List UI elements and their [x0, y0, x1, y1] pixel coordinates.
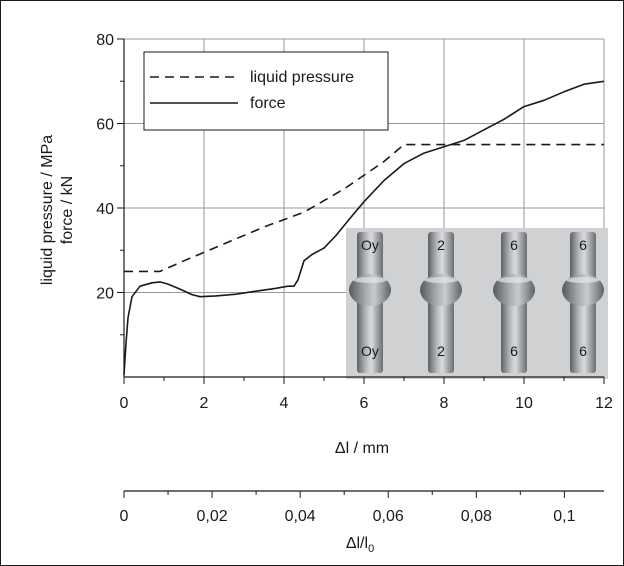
- specimen-mark-bottom: 6: [579, 343, 587, 359]
- secondary-tick-label: 0,04: [285, 508, 316, 525]
- specimen-highlight: [497, 277, 531, 283]
- specimen-highlight: [566, 277, 600, 283]
- specimen-mark-top: 6: [579, 237, 587, 253]
- legend-box: [143, 51, 389, 131]
- series-line-liquid-pressure: [124, 143, 604, 273]
- specimen-mark-bottom: 2: [437, 343, 445, 359]
- specimen-4: 66: [562, 232, 604, 373]
- x-tick-label: 6: [360, 395, 369, 412]
- x-axis-label: Δl / mm: [335, 440, 389, 457]
- specimen-highlight: [353, 277, 387, 283]
- legend-label-force: force: [250, 95, 286, 112]
- specimen-mark-top: 2: [437, 237, 445, 253]
- tick-labels: 0 2 4 6 8 10 12 20 40 60 80: [96, 32, 613, 412]
- secondary-tick-label: 0,06: [373, 508, 404, 525]
- specimen-2: 22: [420, 232, 462, 373]
- specimen-1: Oy Oy: [349, 232, 391, 373]
- secondary-x-axis-label: Δl/l0: [346, 535, 374, 555]
- secondary-tick-label: 0,02: [197, 508, 228, 525]
- y-axis-label-line-1: liquid pressure / MPa: [39, 135, 56, 285]
- x-tick-label: 12: [595, 395, 613, 412]
- x-tick-label: 8: [440, 395, 449, 412]
- y-axis-label: liquid pressure / MPa force / kN: [39, 135, 76, 285]
- y-tick-label: 40: [96, 201, 114, 218]
- photo-background: [346, 228, 608, 379]
- x-tick-label: 2: [200, 395, 209, 412]
- y-tick-label: 80: [96, 32, 114, 49]
- specimen-3: 66: [493, 232, 535, 373]
- specimen-mark-bottom: 6: [510, 343, 518, 359]
- secondary-x-axis-label-subscript: 0: [368, 543, 374, 555]
- plot-axes: [117, 38, 605, 384]
- legend-label-liquid-pressure: liquid pressure: [250, 69, 354, 86]
- y-axis-label-line-2: force / kN: [59, 176, 76, 244]
- secondary-x-axis-label-main: Δl/l: [346, 535, 368, 552]
- secondary-x-axis: 0 0,02 0,04 0,06 0,08 0,1: [120, 490, 604, 525]
- x-tick-label: 10: [515, 395, 533, 412]
- secondary-tick-label: 0,08: [461, 508, 492, 525]
- secondary-tick-label: 0,1: [553, 508, 575, 525]
- secondary-tick-label: 0: [120, 508, 129, 525]
- x-tick-label: 4: [280, 395, 289, 412]
- x-tick-label: 0: [120, 395, 129, 412]
- specimen-mark-top: 6: [510, 237, 518, 253]
- specimen-mark-bottom: Oy: [361, 343, 379, 359]
- series-line-force: [123, 80, 605, 375]
- specimen-highlight: [424, 277, 458, 283]
- y-tick-label: 60: [96, 117, 114, 134]
- series-lines: [123, 80, 605, 375]
- y-tick-label: 20: [96, 286, 114, 303]
- legend: liquid pressure force: [143, 51, 389, 131]
- specimen-mark-top: Oy: [361, 237, 379, 253]
